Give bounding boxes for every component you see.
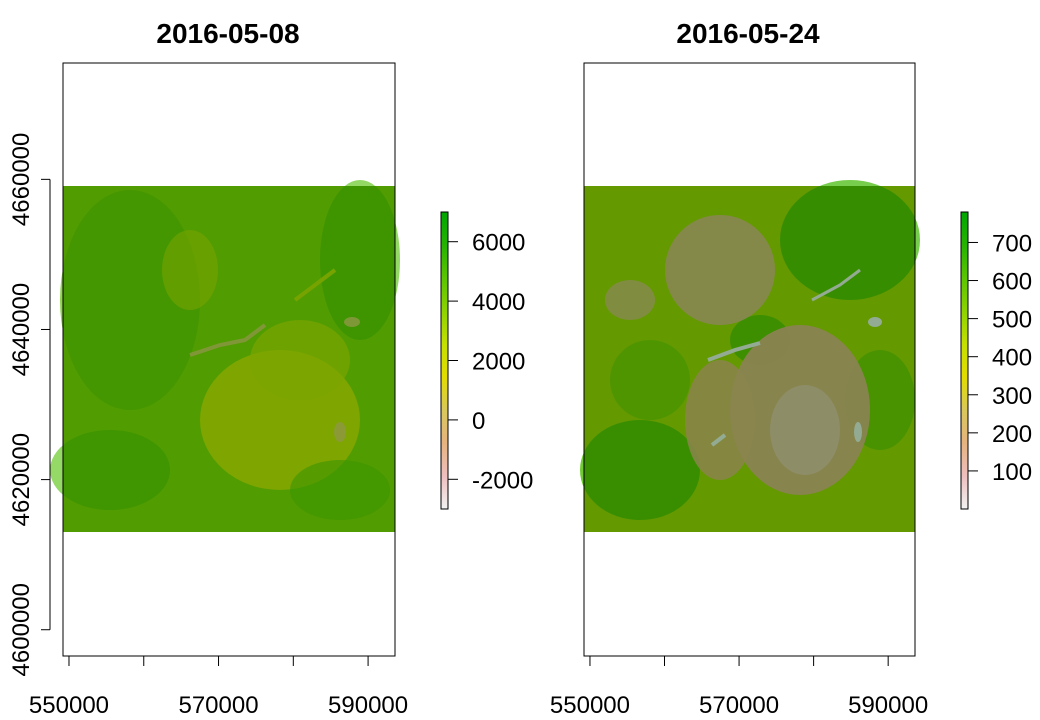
panel-1-x-axis: 550000 570000 590000 <box>29 655 408 719</box>
legend-tick-label: 0 <box>472 408 485 435</box>
panel-1: 2016-05-08 550000 570000 590000 4600000 462… <box>8 18 533 719</box>
y-tick-label: 4600000 <box>8 583 35 676</box>
legend-tick-label: 2000 <box>472 349 525 376</box>
x-tick-label: 570000 <box>699 692 779 719</box>
legend-tick-label: -2000 <box>472 467 533 494</box>
panel-2-legend-colorbar <box>960 211 969 510</box>
legend-tick-label: 6000 <box>472 230 525 257</box>
y-tick-label: 4660000 <box>8 133 35 226</box>
panel-1-legend: 6000 4000 2000 0 -2000 <box>440 211 533 510</box>
x-tick-label: 550000 <box>550 692 630 719</box>
x-tick-label: 590000 <box>328 692 408 719</box>
legend-tick-label: 100 <box>992 459 1032 486</box>
legend-tick-label: 200 <box>992 421 1032 448</box>
legend-tick-label: 400 <box>992 345 1032 372</box>
x-tick-label: 570000 <box>178 692 258 719</box>
panel-2-x-axis: 550000 570000 590000 <box>550 655 928 719</box>
legend-tick-label: 600 <box>992 269 1032 296</box>
panel-2-raster <box>580 180 920 532</box>
legend-tick-label: 300 <box>992 383 1032 410</box>
panel-1-legend-colorbar <box>440 211 449 510</box>
x-tick-label: 550000 <box>29 692 109 719</box>
panel-2-legend: 700 600 500 400 300 200 100 <box>960 211 1032 510</box>
x-tick-label: 590000 <box>848 692 928 719</box>
panel-1-title: 2016-05-08 <box>156 18 299 49</box>
y-tick-label: 4640000 <box>8 283 35 376</box>
panel-2-title: 2016-05-24 <box>676 18 820 49</box>
legend-tick-label: 4000 <box>472 289 525 316</box>
legend-tick-label: 700 <box>992 230 1032 257</box>
panel-1-y-axis: 4600000 4620000 4640000 4660000 <box>8 133 51 676</box>
panel-1-raster <box>50 180 400 532</box>
legend-tick-label: 500 <box>992 307 1032 334</box>
y-tick-label: 4620000 <box>8 433 35 526</box>
